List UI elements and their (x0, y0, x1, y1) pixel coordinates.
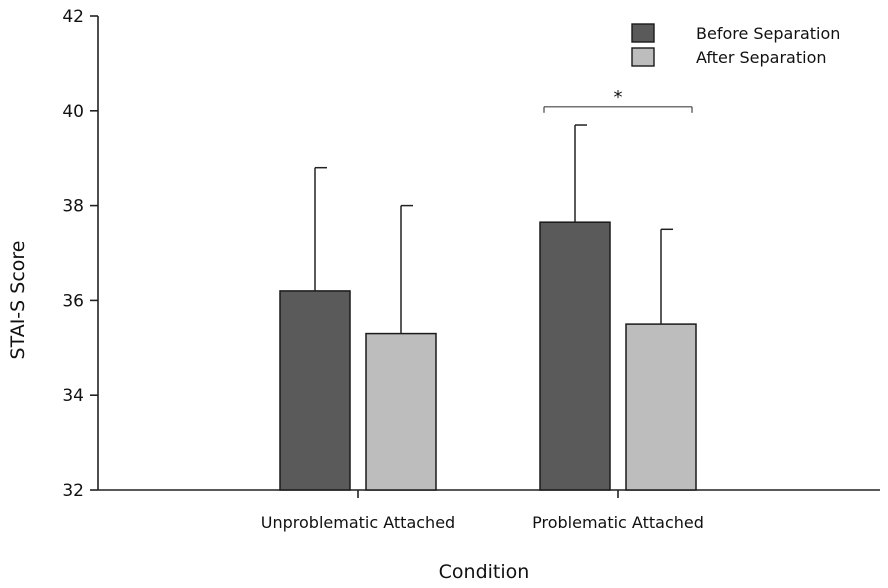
x-tick-label: Problematic Attached (532, 513, 704, 532)
legend: Before Separation After Separation (631, 23, 840, 67)
y-tick-label: 40 (62, 102, 84, 122)
y-tick-label: 36 (62, 291, 84, 311)
legend-label: After Separation (696, 48, 827, 67)
x-axis-title: Condition (439, 561, 530, 583)
legend-swatch (631, 47, 655, 67)
significance-marker: * (614, 87, 623, 108)
bar (365, 332, 437, 491)
x-tick-label: Unproblematic Attached (261, 513, 455, 532)
error-bars (314, 124, 673, 334)
bar (539, 221, 611, 491)
y-tick-label: 42 (62, 7, 84, 27)
annotations: * (543, 87, 693, 113)
axes: 32 34 36 38 40 42 Unproblematic Attached Proble… (62, 7, 880, 532)
bar (279, 290, 351, 491)
y-tick-label: 38 (62, 197, 84, 217)
bars (279, 221, 697, 491)
legend-label: Before Separation (696, 24, 840, 43)
y-tick-label: 32 (62, 481, 84, 501)
y-tick-label: 34 (62, 386, 84, 406)
bar (625, 323, 697, 491)
legend-swatch (631, 23, 655, 43)
y-axis-title: STAI-S Score (7, 241, 29, 360)
